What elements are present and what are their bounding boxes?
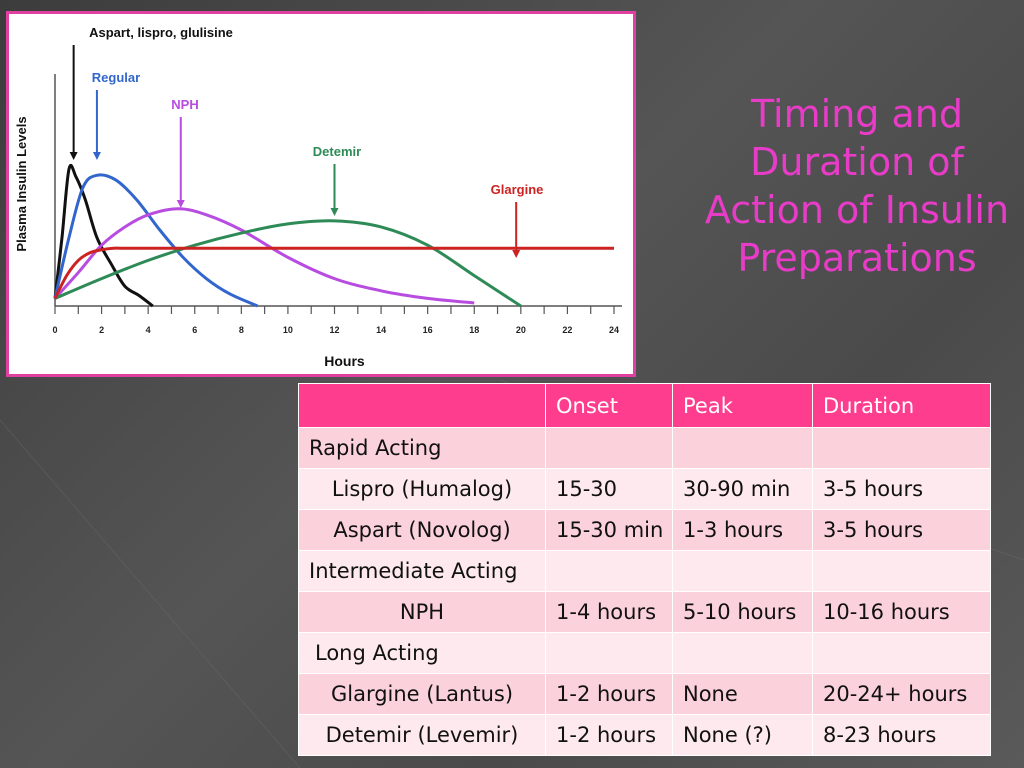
slide-title: Timing and Duration of Action of Insulin… bbox=[704, 92, 1010, 280]
row-name: NPH bbox=[298, 591, 546, 633]
series-line-glargine bbox=[53, 246, 614, 300]
row-name: Aspart (Novolog) bbox=[298, 509, 546, 551]
row-duration: 10-16 hours bbox=[812, 591, 991, 633]
x-tick-label: 6 bbox=[192, 325, 197, 335]
table-row: Rapid Acting bbox=[298, 427, 991, 469]
row-peak: None bbox=[672, 673, 813, 715]
table-row: Glargine (Lantus) 1-2 hours None 20-24+ … bbox=[298, 673, 991, 715]
table-row: Detemir (Levemir) 1-2 hours None (?) 8-2… bbox=[298, 714, 991, 756]
x-tick-label: 24 bbox=[609, 325, 619, 335]
header-duration: Duration bbox=[812, 383, 991, 428]
row-duration: 8-23 hours bbox=[812, 714, 991, 756]
arrow-head-icon bbox=[92, 152, 101, 160]
table-row: Long Acting bbox=[298, 632, 991, 674]
arrow-head-icon bbox=[176, 200, 185, 208]
row-onset bbox=[545, 632, 673, 674]
row-onset: 1-4 hours bbox=[545, 591, 673, 633]
row-name: Intermediate Acting bbox=[298, 550, 546, 592]
row-peak: 5-10 hours bbox=[672, 591, 813, 633]
table-header-row: Onset Peak Duration bbox=[298, 383, 991, 428]
series-line-detemir bbox=[54, 219, 522, 308]
insulin-table: Onset Peak Duration Rapid Acting Lispro … bbox=[298, 383, 991, 756]
series-line-nph bbox=[53, 207, 475, 305]
series-line-regular bbox=[53, 173, 259, 308]
row-peak bbox=[672, 632, 813, 674]
table-row: Intermediate Acting bbox=[298, 550, 991, 592]
row-peak: None (?) bbox=[672, 714, 813, 756]
row-onset: 1-2 hours bbox=[545, 673, 673, 715]
x-tick-label: 12 bbox=[329, 325, 339, 335]
arrow-head-icon bbox=[330, 208, 339, 216]
x-tick-label: 14 bbox=[376, 325, 386, 335]
insulin-action-chart: 0 2 4 6 8 10 12 14 16 18 20 22 24 Hours Plasma Insulin… bbox=[6, 11, 636, 377]
row-peak bbox=[672, 550, 813, 592]
row-onset bbox=[545, 550, 673, 592]
chart-annotation: Aspart, lispro, glulisine bbox=[89, 25, 233, 40]
chart-annotation: Glargine bbox=[491, 182, 544, 197]
row-duration bbox=[812, 427, 991, 469]
arrow-head-icon bbox=[512, 250, 521, 258]
row-onset bbox=[545, 427, 673, 469]
x-tick-label: 2 bbox=[99, 325, 104, 335]
x-tick-label: 4 bbox=[146, 325, 151, 335]
chart-annotation: NPH bbox=[171, 97, 198, 112]
row-peak: 1-3 hours bbox=[672, 509, 813, 551]
x-tick-label: 20 bbox=[516, 325, 526, 335]
row-peak: 30-90 min bbox=[672, 468, 813, 510]
chart-annotation: Detemir bbox=[313, 144, 361, 159]
chart-annotation: Regular bbox=[92, 70, 140, 85]
row-name: Long Acting bbox=[298, 632, 546, 674]
row-name: Detemir (Levemir) bbox=[298, 714, 546, 756]
header-onset: Onset bbox=[545, 383, 673, 428]
arrow-head-icon bbox=[69, 152, 78, 160]
row-duration bbox=[812, 550, 991, 592]
x-axis-label: Hours bbox=[324, 353, 365, 369]
row-onset: 1-2 hours bbox=[545, 714, 673, 756]
row-name: Glargine (Lantus) bbox=[298, 673, 546, 715]
x-tick-label: 22 bbox=[562, 325, 572, 335]
row-duration: 20-24+ hours bbox=[812, 673, 991, 715]
table-row: Lispro (Humalog) 15-30 30-90 min 3-5 hou… bbox=[298, 468, 991, 510]
row-onset: 15-30 min bbox=[545, 509, 673, 551]
x-tick-label: 16 bbox=[423, 325, 433, 335]
row-name: Rapid Acting bbox=[298, 427, 546, 469]
header-peak: Peak bbox=[672, 383, 813, 428]
x-tick-label: 0 bbox=[52, 325, 57, 335]
header-cell bbox=[298, 383, 546, 428]
x-tick-label: 18 bbox=[469, 325, 479, 335]
row-duration: 3-5 hours bbox=[812, 468, 991, 510]
table-row: NPH 1-4 hours 5-10 hours 10-16 hours bbox=[298, 591, 991, 633]
table-row: Aspart (Novolog) 15-30 min 1-3 hours 3-5… bbox=[298, 509, 991, 551]
row-peak bbox=[672, 427, 813, 469]
row-duration bbox=[812, 632, 991, 674]
y-axis-label: Plasma Insulin Levels bbox=[14, 116, 29, 251]
series-line-aspart-lispro-glulisine bbox=[53, 163, 154, 308]
row-duration: 3-5 hours bbox=[812, 509, 991, 551]
x-tick-label: 10 bbox=[283, 325, 293, 335]
row-name: Lispro (Humalog) bbox=[298, 468, 546, 510]
x-tick-label: 8 bbox=[239, 325, 244, 335]
row-onset: 15-30 bbox=[545, 468, 673, 510]
